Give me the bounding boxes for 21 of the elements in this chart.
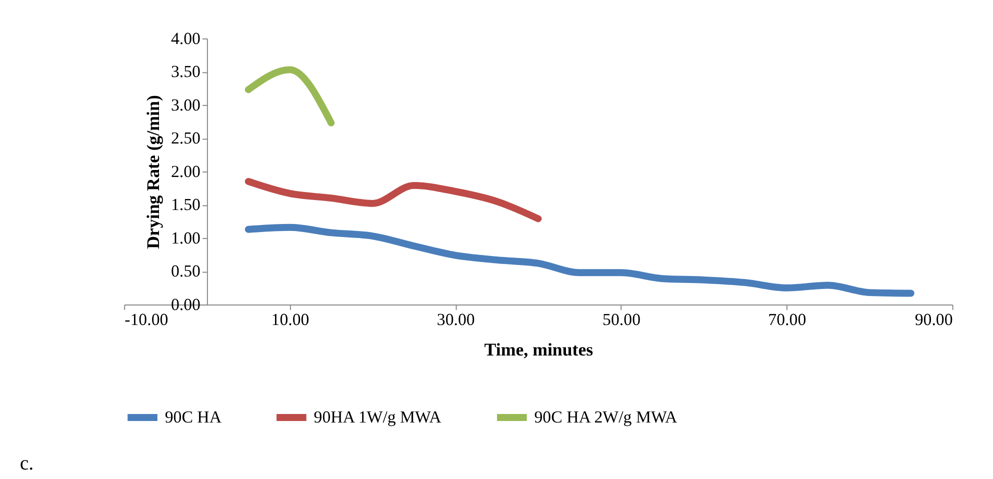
text: c.: [20, 452, 34, 474]
y-axis-title: Drying Rate (g/min): [143, 95, 164, 249]
x-axis-title: Time, minutes: [484, 340, 594, 360]
legend-label: 90HA 1W/g MWA: [314, 407, 442, 426]
x-tick-label: 70.00: [768, 310, 806, 329]
y-tick-label: 4.00: [170, 28, 200, 48]
legend-label: 90C HA: [164, 407, 222, 426]
x-tick-label: 90.00: [914, 310, 953, 329]
x-tick-label: 30.00: [436, 310, 475, 329]
y-tick-label: 2.00: [170, 162, 200, 181]
y-tick-label: 1.00: [170, 228, 200, 248]
y-tick-label: 0.50: [170, 262, 200, 281]
y-tick-label: 2.50: [170, 128, 200, 148]
y-tick-label: 3.00: [170, 95, 200, 114]
x-tick-label: 10.00: [271, 310, 310, 329]
x-tick-label: -10.00: [124, 310, 168, 329]
legend-label: 90C HA 2W/g MWA: [534, 407, 678, 426]
y-tick-label: 1.50: [170, 195, 200, 214]
y-tick-label: 3.50: [170, 62, 200, 82]
x-tick-label: 50.00: [602, 310, 641, 329]
y-tick-label: 0.00: [170, 295, 200, 314]
